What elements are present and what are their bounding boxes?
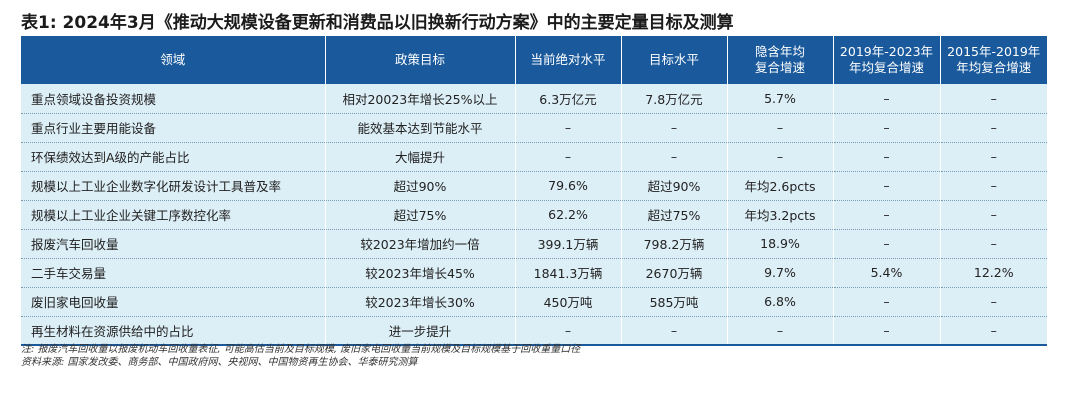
- table-cell: 再生材料在资源供给中的占比: [21, 316, 326, 346]
- table-cell: –: [940, 84, 1047, 114]
- table-row: 二手车交易量 较2023年增长45% 1841.3万辆 2670万辆 9.7% 5.4% 1…: [21, 258, 1047, 288]
- column-header-line: 目标水平: [648, 52, 699, 67]
- table-cell: 450万吨: [515, 287, 622, 317]
- table-row: 重点领域设备投资规模 相对20023年增长25%以上 6.3万亿元 7.8万亿元 5.7…: [21, 84, 1047, 114]
- table-cell: –: [940, 113, 1047, 143]
- table-cell: 重点行业主要用能设备: [21, 113, 326, 143]
- table-cell: –: [833, 171, 941, 201]
- table-cell: 79.6%: [515, 171, 622, 201]
- column-header-line: 隐含年均: [754, 44, 805, 59]
- table-cell: 环保绩效达到A级的产能占比: [21, 142, 326, 172]
- table-cell: –: [940, 316, 1047, 346]
- table-cell: –: [833, 142, 941, 172]
- table-row: 报废汽车回收量 较2023年增加约一倍 399.1万辆 798.2万辆 18.9% – –: [21, 229, 1047, 259]
- table-cell: –: [833, 316, 941, 346]
- table-cell: –: [833, 229, 941, 259]
- column-header-4: 目标水平: [621, 36, 728, 84]
- column-header-5: 隐含年均 复合增速: [727, 36, 834, 84]
- table-cell: 6.8%: [727, 287, 834, 317]
- column-header-1: 领域: [21, 36, 326, 84]
- data-table: 领域 政策目标 当前绝对水平 目标水平 隐含年均 复合增速 2019年-2023年 年均复合增…: [21, 36, 1047, 346]
- table-cell: 62.2%: [515, 200, 622, 230]
- table-cell: –: [727, 316, 834, 346]
- header-row: 领域 政策目标 当前绝对水平 目标水平 隐含年均 复合增速 2019年-2023年 年均复合增…: [21, 36, 1047, 84]
- column-header-line: 领域: [160, 52, 186, 67]
- table-cell: –: [621, 113, 728, 143]
- table-cell: 报废汽车回收量: [21, 229, 326, 259]
- table-cell: –: [833, 200, 941, 230]
- column-header-line: 复合增速: [754, 60, 805, 75]
- table-cell: 较2023年增加约一倍: [325, 229, 516, 259]
- table-cell: 6.3万亿元: [515, 84, 622, 114]
- data-table-container: 领域 政策目标 当前绝对水平 目标水平 隐含年均 复合增速 2019年-2023年 年均复合增…: [21, 36, 1047, 346]
- table-cell: –: [515, 142, 622, 172]
- table-cell: 较2023年增长45%: [325, 258, 516, 288]
- table-cell: 年均3.2pcts: [727, 200, 834, 230]
- table-row: 废旧家电回收量 较2023年增长30% 450万吨 585万吨 6.8% – –: [21, 287, 1047, 317]
- table-cell: 超过75%: [325, 200, 516, 230]
- table-cell: –: [621, 142, 728, 172]
- note-text: 注: 报废汽车回收量以报废机动车回收量表征, 可能高估当前及目标规模, 废旧家电…: [21, 344, 581, 355]
- column-header-6: 2019年-2023年 年均复合增速: [833, 36, 941, 84]
- table-cell: 7.8万亿元: [621, 84, 728, 114]
- table-cell: –: [727, 113, 834, 143]
- table-cell: 能效基本达到节能水平: [325, 113, 516, 143]
- column-header-line: 年均复合增速: [848, 60, 924, 75]
- table-cell: 二手车交易量: [21, 258, 326, 288]
- column-header-line: 政策目标: [394, 52, 445, 67]
- table-cell: –: [833, 84, 941, 114]
- table-cell: –: [621, 316, 728, 346]
- table-cell: 5.7%: [727, 84, 834, 114]
- column-header-line: 年均复合增速: [956, 60, 1032, 75]
- table-cell: 废旧家电回收量: [21, 287, 326, 317]
- table-cell: 大幅提升: [325, 142, 516, 172]
- table-cell: 相对20023年增长25%以上: [325, 84, 516, 114]
- footnotes: 注: 报废汽车回收量以报废机动车回收量表征, 可能高估当前及目标规模, 废旧家电…: [21, 343, 580, 369]
- table-cell: –: [515, 113, 622, 143]
- table-cell: –: [940, 200, 1047, 230]
- table-cell: 超过90%: [621, 171, 728, 201]
- column-header-3: 当前绝对水平: [515, 36, 622, 84]
- table-row: 规模以上工业企业关键工序数控化率 超过75% 62.2% 超过75% 年均3.2pcts…: [21, 200, 1047, 230]
- table-header: 领域 政策目标 当前绝对水平 目标水平 隐含年均 复合增速 2019年-2023年 年均复合增…: [21, 36, 1047, 84]
- table-cell: –: [940, 229, 1047, 259]
- table-cell: 规模以上工业企业关键工序数控化率: [21, 200, 326, 230]
- table-cell: 9.7%: [727, 258, 834, 288]
- table-cell: 12.2%: [940, 258, 1047, 288]
- table-cell: 2670万辆: [621, 258, 728, 288]
- table-row: 规模以上工业企业数字化研发设计工具普及率 超过90% 79.6% 超过90% 年均2.6…: [21, 171, 1047, 201]
- table-cell: 年均2.6pcts: [727, 171, 834, 201]
- table-cell: 798.2万辆: [621, 229, 728, 259]
- table-cell: 1841.3万辆: [515, 258, 622, 288]
- table-body: 重点领域设备投资规模 相对20023年增长25%以上 6.3万亿元 7.8万亿元 5.7…: [21, 84, 1047, 346]
- table-cell: 重点领域设备投资规模: [21, 84, 326, 114]
- table-cell: 5.4%: [833, 258, 941, 288]
- table-cell: –: [833, 113, 941, 143]
- table-cell: 18.9%: [727, 229, 834, 259]
- source-text: 资料来源: 国家发改委、商务部、中国政府网、央视网、中国物资再生协会、华泰研究测…: [21, 357, 418, 368]
- table-cell: –: [940, 171, 1047, 201]
- column-header-line: 2019年-2023年: [839, 44, 934, 59]
- table-cell: –: [515, 316, 622, 346]
- table-cell: –: [940, 287, 1047, 317]
- column-header-2: 政策目标: [325, 36, 516, 84]
- table-title: 表1: 2024年3月《推动大规模设备更新和消费品以旧换新行动方案》中的主要定量…: [21, 13, 734, 33]
- table-cell: 较2023年增长30%: [325, 287, 516, 317]
- table-cell: 399.1万辆: [515, 229, 622, 259]
- table-cell: –: [940, 142, 1047, 172]
- table-cell: 进一步提升: [325, 316, 516, 346]
- table-cell: 超过75%: [621, 200, 728, 230]
- table-cell: 规模以上工业企业数字化研发设计工具普及率: [21, 171, 326, 201]
- table-row: 再生材料在资源供给中的占比 进一步提升 – – – – –: [21, 316, 1047, 346]
- column-header-line: 2015年-2019年: [947, 44, 1041, 59]
- table-cell: 超过90%: [325, 171, 516, 201]
- table-cell: 585万吨: [621, 287, 728, 317]
- table-cell: –: [833, 287, 941, 317]
- column-header-7: 2015年-2019年 年均复合增速: [940, 36, 1047, 84]
- column-header-line: 当前绝对水平: [530, 52, 606, 67]
- table-row: 重点行业主要用能设备 能效基本达到节能水平 – – – – –: [21, 113, 1047, 143]
- table-row: 环保绩效达到A级的产能占比 大幅提升 – – – – –: [21, 142, 1047, 172]
- table-cell: –: [727, 142, 834, 172]
